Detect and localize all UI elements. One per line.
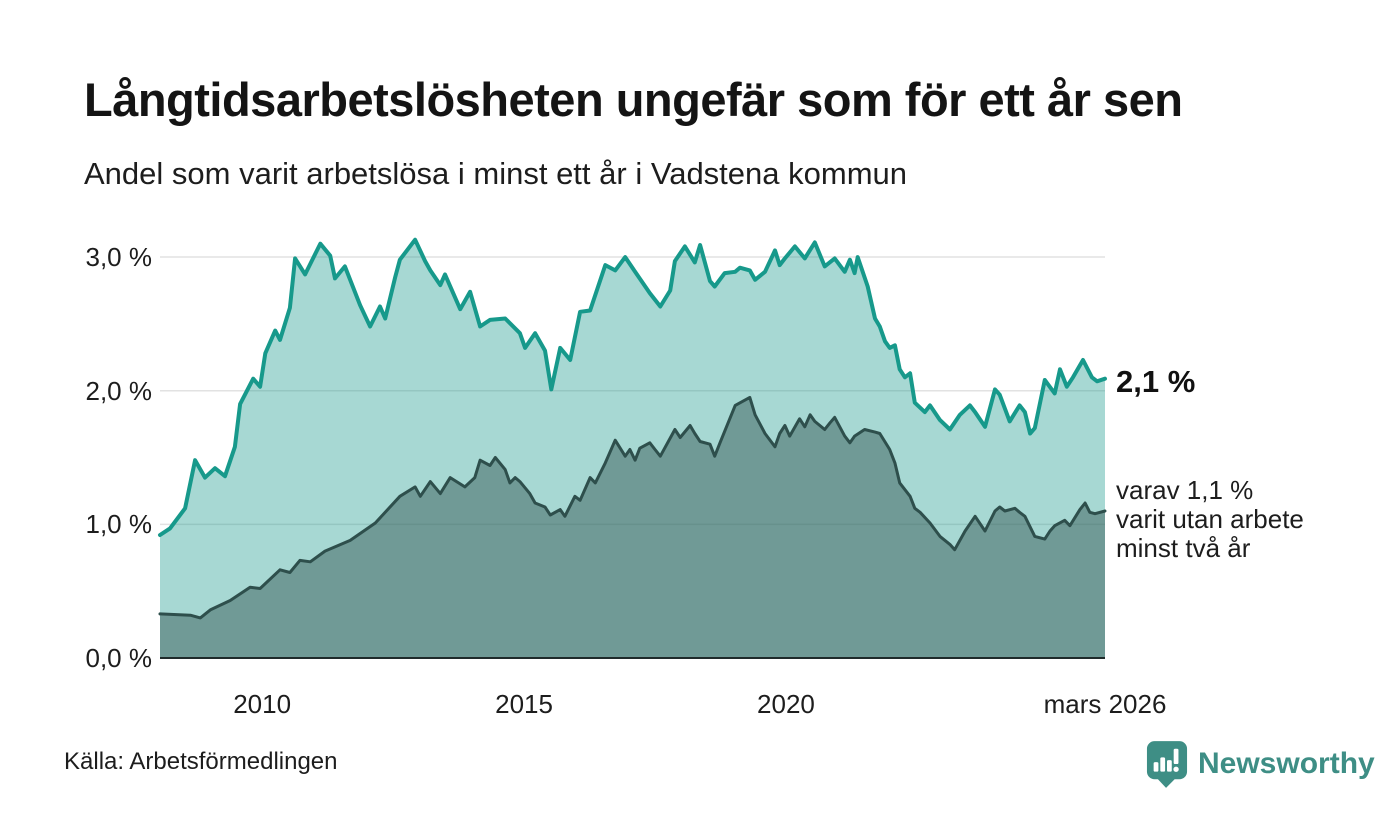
- area-fill-series-0: [160, 239, 1105, 658]
- two-year-share-label: varav 1,1 % varit utan arbete minst två …: [1116, 475, 1304, 563]
- newsworthy-bubble-bar-chart-icon: [1146, 741, 1188, 788]
- page-title: Långtidsarbetslösheten ungefär som för e…: [84, 73, 1183, 126]
- gridlines: [160, 256, 1105, 526]
- series-line-0: [158, 237, 1107, 537]
- x-tick-label: 2020: [757, 689, 815, 719]
- y-tick-label: 2,0 %: [85, 375, 153, 406]
- area-fill-series-1: [160, 397, 1105, 658]
- source-note: Källa: Arbetsförmedlingen: [64, 748, 338, 775]
- series-line-1: [158, 395, 1107, 620]
- newsworthy-brand: Newsworthy: [1146, 740, 1375, 788]
- x-tick-label: 2015: [495, 689, 553, 719]
- chart-subtitle: Andel som varit arbetslösa i minst ett å…: [84, 156, 907, 191]
- brand-name: Newsworthy: [1198, 747, 1375, 780]
- y-tick-label: 1,0 %: [85, 509, 153, 540]
- x-tick-label: mars 2026: [1043, 689, 1167, 719]
- y-tick-label: 0,0 %: [85, 643, 153, 673]
- latest-value-label: 2,1 %: [1116, 364, 1196, 399]
- x-tick-label: 2010: [233, 689, 292, 719]
- area-fills: [160, 239, 1105, 658]
- y-tick-label: 3,0 %: [85, 242, 153, 273]
- series-lines: [158, 237, 1107, 620]
